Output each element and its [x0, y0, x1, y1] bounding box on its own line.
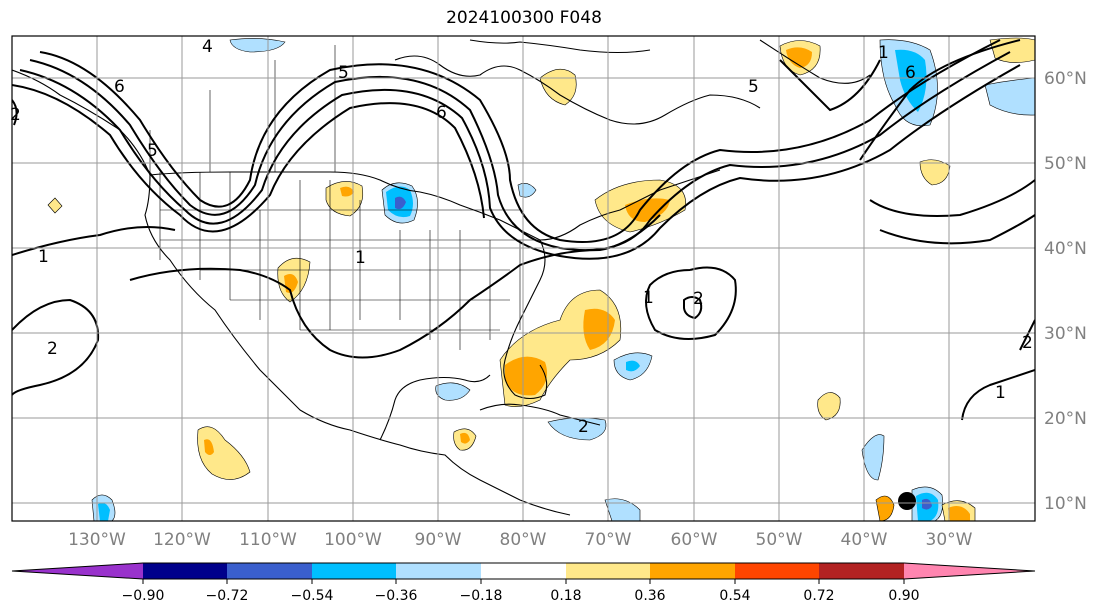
- shade-alaska-blue: [229, 38, 286, 53]
- shade-yucatan-orange: [460, 432, 470, 444]
- colorbar-tick-label: 0.36: [634, 588, 665, 604]
- lon-label: 60°W: [671, 530, 718, 550]
- latitude-labels: 60°N 50°N 40°N 30°N 20°N 10°N: [1044, 69, 1087, 514]
- colorbar-tick-label: 0.90: [888, 588, 919, 604]
- contour-label: 6: [436, 103, 447, 123]
- colorbar-extend-high: [904, 563, 1035, 579]
- contour-label: 5: [748, 77, 759, 97]
- lon-label: 70°W: [585, 530, 632, 550]
- shade-pacific-orange: [204, 439, 214, 455]
- shade-hurricane-orange-w: [875, 495, 895, 521]
- shade-gulf-blue: [435, 382, 471, 401]
- colorbar-segment: [227, 563, 312, 579]
- contour-label: 6: [905, 63, 916, 83]
- contour-labels: 4 5 6 5 6 5 1 2 2 1 1 2 1 2 2 1 6: [10, 37, 1033, 437]
- graticule: [12, 36, 1035, 521]
- shade-atlantic-orange: [583, 308, 615, 350]
- contour-label: 2: [1022, 333, 1033, 353]
- colorbar-segment: [735, 563, 819, 579]
- lon-label: 30°W: [926, 530, 973, 550]
- shade-pacific-sw-cyan: [98, 502, 110, 521]
- shade-central-atl-yellow: [817, 392, 841, 421]
- contour-label: 6: [114, 77, 125, 97]
- contour-label: 4: [202, 37, 213, 57]
- shade-hurricane-dark: [922, 498, 932, 510]
- colorbar-tick-label: −0.54: [291, 588, 334, 604]
- lon-label: 100°W: [324, 530, 382, 550]
- colorbar-tick-label: 0.72: [803, 588, 834, 604]
- shade-bahamas-cyan: [626, 360, 640, 372]
- contour-label: 1: [355, 248, 366, 268]
- shade-dakota-orange: [340, 186, 354, 197]
- colorbar-extend-low: [12, 563, 143, 579]
- contour-label: 2: [693, 289, 704, 309]
- colorbar-tick-label: −0.72: [206, 588, 249, 604]
- shade-ne-blue: [984, 77, 1035, 116]
- lat-label: 60°N: [1044, 69, 1087, 89]
- contour-label: 1: [38, 247, 49, 267]
- colorbar-tick-label: −0.36: [375, 588, 418, 604]
- lon-label: 40°W: [841, 530, 888, 550]
- shade-greenland-orange: [786, 47, 812, 68]
- colorbar-tick-label: −0.18: [460, 588, 503, 604]
- colorbar-tick-label: 0.54: [719, 588, 750, 604]
- lat-label: 30°N: [1044, 324, 1087, 344]
- shade-east-atl-blue: [861, 434, 885, 481]
- contour-label: 2: [10, 105, 21, 125]
- map-title: 2024100300 F048: [446, 8, 602, 28]
- contour-label: 1: [995, 383, 1006, 403]
- shade-hurricane-orange-e: [948, 506, 970, 521]
- colorbar-tick-label: −0.90: [122, 588, 165, 604]
- colorbar-segment: [650, 563, 735, 579]
- shade-great-lakes-dark: [395, 196, 406, 210]
- shade-florida-orange: [505, 356, 548, 396]
- shade-midatl-yellow: [919, 159, 951, 186]
- shade-pacific-yellow: [197, 426, 251, 480]
- colorbar-segments: [11, 562, 1036, 584]
- shade-pacific-nw-yellow: [47, 197, 63, 214]
- state-borders: [149, 45, 540, 350]
- lat-label: 20°N: [1044, 409, 1087, 429]
- lat-label: 10°N: [1044, 494, 1087, 514]
- longitude-labels: 130°W 120°W 110°W 100°W 90°W 80°W 70°W 6…: [68, 530, 973, 550]
- colorbar-segment: [819, 563, 904, 579]
- weather-map: 4 5 6 5 6 5 1 2 2 1 1 2 1 2 2 1 6 60°N 5…: [10, 35, 1087, 550]
- contour-label: 2: [47, 339, 58, 359]
- colorbar-segment: [396, 563, 481, 579]
- lon-label: 120°W: [153, 530, 211, 550]
- contour-label: 2: [578, 417, 589, 437]
- lat-label: 40°N: [1044, 239, 1087, 259]
- contour-label: 5: [147, 141, 158, 161]
- contour-label: 5: [338, 63, 349, 83]
- shade-iceland-cyan: [895, 49, 927, 112]
- lon-label: 90°W: [415, 530, 462, 550]
- lon-label: 50°W: [756, 530, 803, 550]
- colorbar-segment: [566, 563, 650, 579]
- storm-center-marker: [898, 492, 916, 510]
- anomaly-shading: [47, 37, 1035, 521]
- contour-label: 1: [878, 43, 889, 63]
- colorbar-ticks: −0.90 −0.72 −0.54 −0.36 −0.18 0.18 0.36 …: [122, 588, 920, 604]
- map-frame: [11, 35, 1036, 522]
- lat-label: 50°N: [1044, 154, 1087, 174]
- lon-label: 80°W: [500, 530, 547, 550]
- contour-label: 1: [643, 288, 654, 308]
- colorbar-segment: [143, 563, 227, 579]
- colorbar-outline: [11, 562, 1036, 580]
- lon-label: 110°W: [239, 530, 297, 550]
- lon-label: 130°W: [68, 530, 126, 550]
- colorbar-tick-label: 0.18: [550, 588, 581, 604]
- colorbar-segment: [312, 563, 396, 579]
- colorbar-segment: [481, 563, 566, 579]
